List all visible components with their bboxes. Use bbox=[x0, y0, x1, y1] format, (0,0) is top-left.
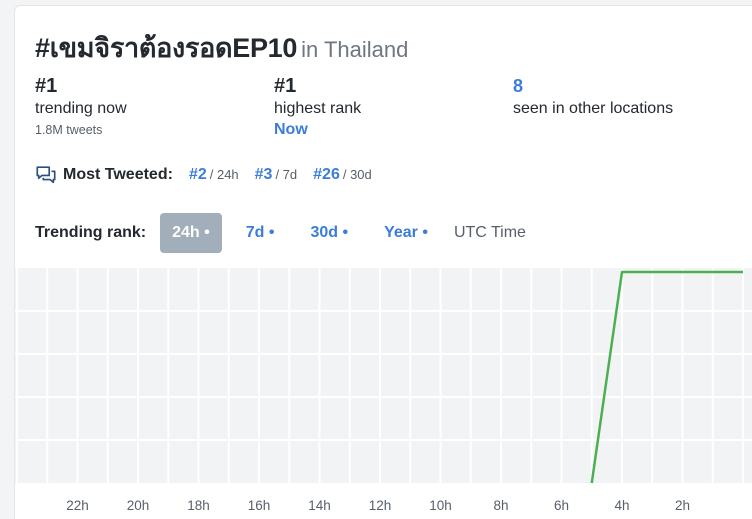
tweet-count: 1.8M tweets bbox=[35, 123, 103, 137]
trending-rank-value: #1 bbox=[35, 75, 58, 97]
tab-year[interactable]: Year • bbox=[384, 224, 428, 241]
most-tweeted-7d[interactable]: #3/ 7d bbox=[254, 166, 298, 183]
most-tweeted-24h[interactable]: #2/ 24h bbox=[188, 166, 239, 183]
x-tick-label: 10h bbox=[429, 498, 452, 513]
trending-rank-chart: 22h 20h 18h 16h 14h 12h 10h 8h 6h 4h 2h bbox=[15, 268, 752, 513]
title-row: #เขมจิราต้องรอดEP10 in Thailand bbox=[35, 26, 408, 69]
x-tick-label: 8h bbox=[493, 498, 508, 513]
x-tick-label: 2h bbox=[675, 498, 690, 513]
rank-series-line bbox=[590, 270, 743, 484]
chat-bubbles-icon bbox=[36, 166, 56, 184]
x-tick-label: 14h bbox=[308, 498, 331, 513]
trending-rank-range: Trending rank: 24h • 7d • 30d • Year • U… bbox=[35, 213, 526, 253]
trend-location[interactable]: in Thailand bbox=[301, 37, 409, 62]
x-tick-label: 6h bbox=[554, 498, 569, 513]
tab-30d[interactable]: 30d • bbox=[310, 224, 349, 241]
most-tweeted-30d[interactable]: #26/ 30d bbox=[313, 166, 372, 183]
other-locations-label: seen in other locations bbox=[513, 100, 674, 117]
stat-trending-now: #1 trending now 1.8M tweets bbox=[35, 74, 127, 139]
most-tweeted-row: Most Tweeted: #2/ 24h #3/ 7d #26/ 30d bbox=[35, 164, 388, 186]
timezone-toggle[interactable]: UTC Time bbox=[453, 224, 526, 241]
stat-other-locations[interactable]: 8 seen in other locations bbox=[513, 74, 673, 120]
chart-plot-area bbox=[15, 268, 752, 483]
highest-rank-label: highest rank bbox=[274, 100, 362, 117]
most-tweeted-label: Most Tweeted: bbox=[63, 166, 173, 183]
x-tick-label: 4h bbox=[614, 498, 629, 513]
tab-24h[interactable]: 24h • bbox=[160, 213, 222, 253]
x-tick-label: 18h bbox=[187, 498, 210, 513]
x-tick-label: 12h bbox=[369, 498, 392, 513]
stat-highest-rank: #1 highest rank Now bbox=[274, 74, 361, 140]
trend-title: #เขมจิราต้องรอดEP10 bbox=[35, 33, 298, 63]
other-locations-count[interactable]: 8 bbox=[513, 76, 524, 96]
x-tick-label: 22h bbox=[66, 498, 89, 513]
trending-rank-range-label: Trending rank: bbox=[35, 224, 147, 241]
x-tick-label: 16h bbox=[248, 498, 271, 513]
highest-rank-when: Now bbox=[274, 121, 308, 138]
highest-rank-value: #1 bbox=[274, 75, 297, 97]
x-tick-label: 20h bbox=[127, 498, 150, 513]
trending-rank-label: trending now bbox=[35, 100, 127, 117]
trend-card: #เขมจิราต้องรอดEP10 in Thailand #1 trendi… bbox=[14, 5, 752, 519]
tab-7d[interactable]: 7d • bbox=[245, 224, 275, 241]
